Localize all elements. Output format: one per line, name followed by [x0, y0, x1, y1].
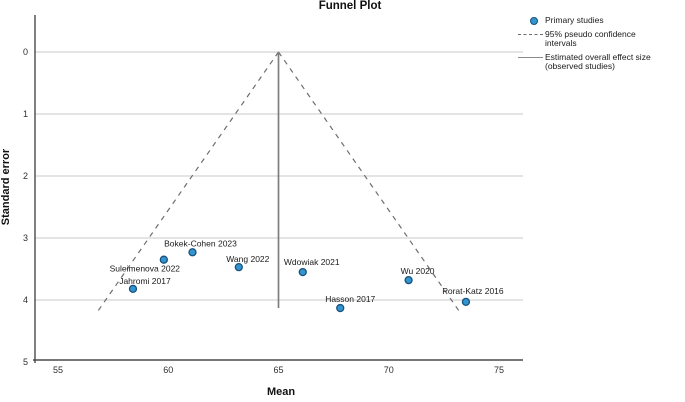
x-axis-label: Mean	[266, 386, 296, 398]
data-point	[461, 297, 471, 307]
legend-label-ci-line1: 95% pseudo confidence	[545, 28, 636, 39]
point-label: Wu 2020	[401, 266, 435, 276]
y-tick-label: 1	[23, 109, 28, 119]
legend-label-effect-line2: (observed studies)	[545, 61, 615, 71]
y-tick-label: 3	[23, 233, 28, 243]
point-label: Bokek-Cohen 2023	[164, 238, 237, 248]
data-point	[336, 303, 345, 313]
solid-line-icon	[518, 56, 543, 58]
x-tick-label: 65	[273, 365, 283, 375]
data-point	[404, 276, 413, 285]
x-tick-label: 70	[384, 365, 394, 375]
data-point	[298, 267, 307, 277]
legend-item-effect-size: Estimated overall effect size (observed …	[518, 51, 684, 72]
x-tick-label: 60	[163, 365, 173, 375]
point-label: Wdowiak 2021	[284, 257, 340, 267]
legend-label-effect-line1: Estimated overall effect size	[545, 51, 651, 62]
point-label: Suleimenova 2022	[110, 264, 181, 274]
data-point	[188, 248, 197, 257]
dashed-line-icon	[518, 33, 543, 35]
primary-studies-dot-icon	[530, 17, 538, 25]
legend: Primary studies 95% pseudo confidence in…	[518, 15, 684, 76]
data-point	[234, 262, 243, 272]
legend-item-primary-studies: Primary studies	[518, 15, 684, 26]
point-label: Jahromi 2017	[119, 276, 171, 286]
legend-label-ci-line2: intervals	[545, 38, 577, 48]
data-point	[128, 284, 138, 293]
y-tick-label: 4	[23, 295, 28, 305]
funnel-right-dashed-line	[278, 51, 461, 313]
y-tick-label: 5	[23, 357, 28, 367]
point-label: Wang 2022	[226, 254, 269, 264]
x-tick-label: 75	[494, 365, 504, 375]
funnel-left-dashed-line	[96, 51, 279, 313]
x-tick-label: 55	[53, 365, 63, 375]
point-label: Porat-Katz 2016	[442, 286, 504, 296]
point-label: Hasson 2017	[325, 294, 375, 304]
legend-label-primary-studies: Primary studies	[545, 15, 604, 25]
data-point	[159, 255, 168, 264]
chart-title: Funnel Plot	[318, 0, 382, 12]
y-tick-label: 2	[23, 171, 28, 181]
y-tick-label: 0	[23, 47, 28, 57]
legend-item-confidence-intervals: 95% pseudo confidence intervals	[518, 28, 684, 49]
